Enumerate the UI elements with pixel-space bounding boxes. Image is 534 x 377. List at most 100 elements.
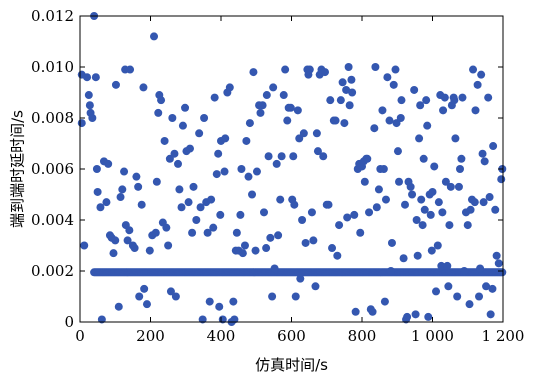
data-point (413, 251, 422, 260)
data-point (437, 261, 446, 270)
data-point (478, 149, 487, 158)
data-point (380, 297, 389, 306)
data-point (189, 182, 198, 191)
data-point (258, 101, 267, 110)
data-point (84, 91, 93, 100)
data-point (164, 241, 173, 250)
data-point (268, 292, 277, 301)
data-point (408, 190, 417, 199)
data-point (135, 292, 144, 301)
data-point (266, 233, 275, 242)
data-point (370, 124, 379, 133)
data-point (198, 315, 207, 324)
data-point (395, 177, 404, 186)
data-point (151, 228, 160, 237)
data-point (88, 114, 97, 122)
y-tick-label: 0 (64, 313, 74, 331)
data-point (301, 238, 310, 247)
data-point (215, 302, 224, 311)
data-point (371, 63, 380, 71)
data-point (319, 152, 328, 161)
data-point (446, 182, 455, 191)
data-point (430, 162, 439, 171)
x-tick-label: 200 (136, 327, 165, 345)
data-point (453, 292, 462, 301)
data-point (249, 68, 258, 77)
data-point (434, 198, 443, 207)
data-point (417, 195, 426, 204)
data-point (491, 205, 500, 214)
data-point (177, 203, 186, 212)
data-point (123, 236, 132, 245)
data-point (116, 193, 125, 202)
data-point (251, 246, 260, 255)
data-point (252, 167, 261, 176)
data-point (338, 78, 347, 87)
data-point (386, 267, 395, 275)
data-point (232, 228, 241, 237)
data-point (396, 114, 405, 122)
data-point (480, 157, 489, 166)
data-point (170, 149, 179, 158)
data-point (397, 96, 406, 105)
data-point (168, 114, 177, 122)
data-point (238, 249, 247, 258)
data-point (162, 223, 171, 232)
data-point (475, 292, 484, 301)
data-point (80, 241, 89, 250)
data-point (419, 154, 428, 163)
data-point (415, 134, 424, 143)
data-point (313, 147, 322, 156)
data-point (185, 144, 194, 153)
data-point (486, 310, 495, 319)
data-point (343, 213, 352, 222)
data-point (403, 312, 412, 321)
data-point (196, 203, 205, 212)
data-point (240, 241, 249, 250)
data-point (335, 221, 344, 230)
data-point (406, 182, 415, 191)
data-point (216, 210, 225, 219)
data-point (137, 200, 146, 209)
data-point (118, 185, 127, 194)
data-point (225, 83, 234, 92)
x-tick-label: 1 000 (411, 327, 454, 345)
data-point (494, 259, 503, 268)
data-point (295, 134, 304, 143)
data-point (471, 106, 480, 115)
data-point (270, 264, 279, 273)
data-point (130, 244, 139, 253)
data-point (248, 190, 257, 199)
data-point (195, 129, 204, 138)
data-point (114, 302, 123, 311)
data-point (399, 254, 408, 263)
data-point (181, 103, 190, 112)
data-point (451, 134, 460, 143)
data-point (485, 193, 494, 202)
data-point (260, 208, 268, 217)
data-point (178, 121, 187, 130)
data-point (427, 246, 436, 255)
data-point (411, 310, 420, 319)
y-tick-label: 0.010 (31, 58, 74, 76)
data-point (433, 241, 442, 250)
y-tick-label: 0.008 (31, 109, 74, 127)
data-point (326, 96, 335, 105)
data-point (305, 65, 314, 74)
data-point (363, 154, 372, 163)
data-point (175, 185, 184, 194)
data-point (140, 284, 149, 293)
data-point (200, 114, 209, 122)
data-point (450, 96, 459, 105)
data-point (212, 170, 221, 179)
data-point (426, 210, 435, 219)
data-point (236, 210, 245, 219)
data-point (307, 208, 316, 217)
data-point (470, 198, 479, 207)
data-point (336, 96, 345, 105)
data-point (289, 152, 298, 161)
data-point (125, 226, 134, 235)
data-point (83, 73, 92, 82)
data-point (283, 116, 292, 125)
data-point (422, 96, 431, 105)
